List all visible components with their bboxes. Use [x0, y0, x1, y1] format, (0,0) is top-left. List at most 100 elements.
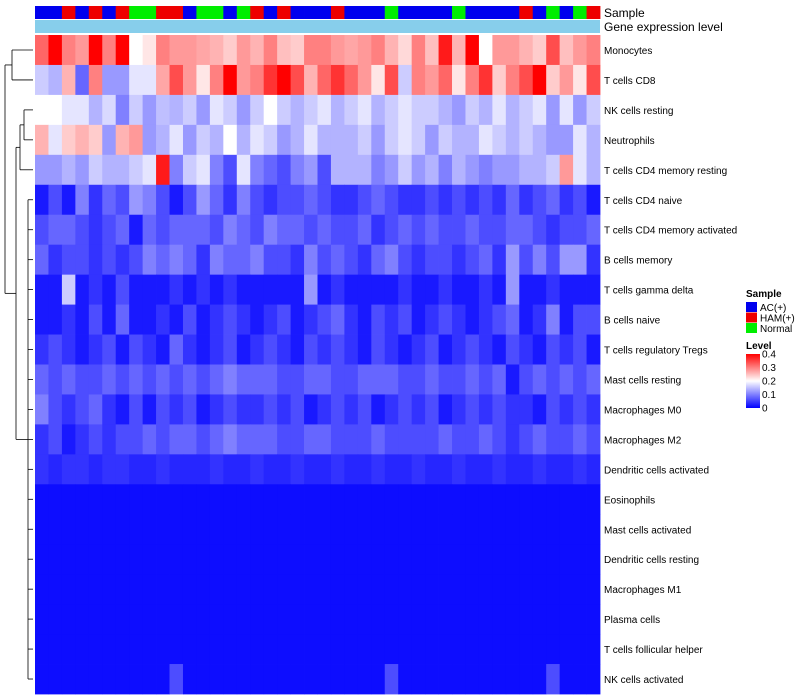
heatmap-cell [330, 544, 345, 575]
heatmap-cell [438, 64, 453, 96]
heatmap-cell [115, 604, 130, 635]
row-label: T cells regulatory Tregs [604, 346, 708, 357]
heatmap-cell [573, 664, 587, 695]
heatmap-cell [115, 304, 130, 335]
heatmap-cell [182, 544, 197, 575]
heatmap-cell [102, 544, 117, 575]
heatmap-cell [411, 514, 426, 545]
heatmap-cell [48, 274, 63, 305]
heatmap-cell [411, 454, 426, 485]
heatmap-cell [478, 604, 493, 635]
heatmap-cell [317, 334, 332, 365]
heatmap-cell [384, 424, 399, 455]
heatmap-cell [223, 514, 238, 545]
heatmap-cell [61, 124, 76, 156]
heatmap-cell [519, 94, 534, 126]
heatmap-cell [290, 544, 305, 575]
heatmap-cell [35, 274, 49, 305]
row-label: NK cells resting [604, 106, 673, 117]
heatmap-cell [344, 634, 359, 665]
heatmap-cell [492, 544, 507, 575]
heatmap-cell [452, 364, 466, 395]
heatmap-cell [465, 64, 480, 96]
heatmap-cell [223, 214, 238, 246]
heatmap-cell [411, 35, 426, 66]
heatmap-cell [519, 64, 534, 96]
heatmap-cell [156, 424, 170, 455]
heatmap-cell [75, 514, 90, 545]
sample-legend-entries: AC(+)HAM(+)Normal [746, 302, 795, 335]
sample-annotation-cell [48, 6, 63, 19]
heatmap-cell [586, 484, 601, 515]
heatmap-cell [344, 334, 359, 365]
heatmap-cell [384, 334, 399, 365]
heatmap-cell [102, 334, 117, 365]
sample-annotation-cell [357, 6, 372, 19]
heatmap-cell [532, 334, 547, 365]
sample-legend-label: AC(+) [760, 303, 786, 314]
heatmap-cell [156, 64, 170, 96]
heatmap-cell [169, 604, 184, 635]
heatmap-cell [209, 484, 224, 515]
heatmap-cell [532, 514, 547, 545]
heatmap-cell [573, 274, 587, 305]
heatmap-cell [142, 454, 157, 485]
heatmap-cell [505, 664, 520, 695]
heatmap-cell [438, 574, 453, 605]
heatmap-cell [357, 214, 372, 246]
heatmap-cell [35, 214, 49, 246]
heatmap-cell [35, 424, 49, 455]
heatmap-cell [35, 514, 49, 545]
heatmap-cell [142, 124, 157, 156]
heatmap-cell [532, 364, 547, 395]
heatmap-cell [411, 304, 426, 335]
heatmap-cell [236, 274, 251, 305]
heatmap-cell [384, 94, 399, 126]
heatmap-cell [263, 304, 278, 335]
heatmap-cell [317, 394, 332, 425]
heatmap-cell [290, 154, 305, 186]
heatmap-cell [357, 664, 372, 695]
sample-annotation-cell [559, 6, 574, 19]
heatmap-cell [182, 274, 197, 305]
heatmap-cell [209, 64, 224, 96]
heatmap-cell [573, 544, 587, 575]
heatmap-cell [465, 154, 480, 186]
heatmap-cell [196, 244, 211, 276]
heatmap-cell [250, 424, 265, 455]
heatmap-cell [115, 484, 130, 515]
heatmap-cell [263, 364, 278, 395]
heatmap-cell [398, 154, 413, 186]
heatmap-cell [209, 244, 224, 276]
heatmap-cell [519, 214, 534, 246]
heatmap-cell [142, 94, 157, 126]
heatmap-cell [48, 154, 63, 186]
heatmap-cell [438, 484, 453, 515]
heatmap-cell [478, 394, 493, 425]
row-label: Macrophages M2 [604, 435, 682, 446]
heatmap-cell [425, 514, 439, 545]
expression-annotation-track [35, 20, 600, 33]
heatmap-cell [546, 244, 561, 276]
heatmap-cell [559, 574, 574, 605]
heatmap-cell [196, 184, 211, 216]
sample-annotation-cell [115, 6, 130, 19]
heatmap-cell [250, 214, 265, 246]
heatmap-cell [223, 94, 238, 126]
heatmap-cell [573, 214, 587, 246]
heatmap-cell [88, 424, 103, 455]
heatmap-cell [102, 484, 117, 515]
heatmap-cell [48, 184, 63, 216]
heatmap-cell [304, 454, 318, 485]
heatmap-cell [546, 94, 561, 126]
heatmap-cell [102, 634, 117, 665]
heatmap-cell [492, 574, 507, 605]
heatmap-cell [156, 94, 170, 126]
sample-legend-title: Sample [746, 289, 782, 300]
heatmap-cell [398, 244, 413, 276]
heatmap-cell [505, 544, 520, 575]
level-legend-tick: 0.2 [762, 377, 776, 388]
heatmap-cell [48, 574, 63, 605]
heatmap-cell [169, 334, 184, 365]
heatmap-cell [115, 394, 130, 425]
